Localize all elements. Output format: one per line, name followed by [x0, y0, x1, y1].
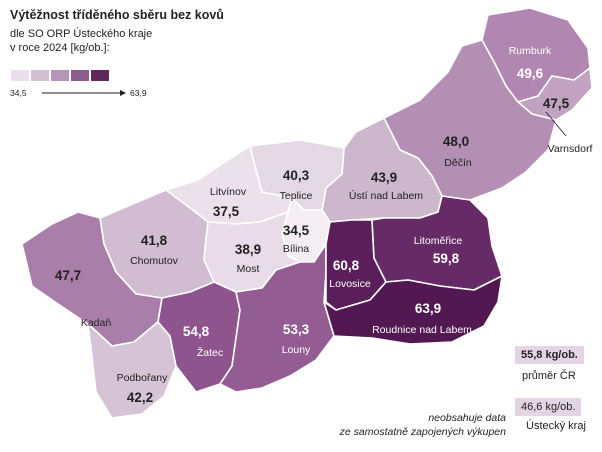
label-varnsdorf-name: Varnsdorf — [548, 143, 593, 155]
label-litvinov-value: 37,5 — [213, 204, 240, 219]
varnsdorf-leader-line — [545, 111, 567, 137]
color-scale — [10, 69, 110, 82]
scale-max-label: 63,9 — [130, 88, 147, 98]
label-roudnice-value: 63,9 — [415, 301, 441, 316]
data-note: neobsahuje data ze samostatně zapojených… — [330, 411, 506, 439]
label-most-name: Most — [237, 263, 260, 275]
subtitle-line-2: v roce 2024 [kg/ob.]: — [10, 42, 110, 54]
label-chomutov-name: Chomutov — [130, 255, 179, 267]
scale-min-label: 34,5 — [10, 88, 27, 98]
region-louny[interactable] — [219, 243, 335, 393]
note-line-2: ze samostatně zapojených výkupen — [339, 426, 506, 438]
scale-step-4 — [70, 69, 90, 82]
label-louny-name: Louny — [282, 344, 311, 356]
label-decin-value: 48,0 — [443, 134, 469, 149]
label-zatec-value: 54,8 — [183, 324, 210, 339]
kraj-average-value: 46,6 kg/ob. — [515, 398, 582, 416]
note-line-1: neobsahuje data — [428, 412, 506, 424]
label-kadan-name: Kadaň — [81, 317, 112, 329]
label-podborany-name: Podbořany — [117, 372, 169, 384]
label-litomerice-value: 59,8 — [433, 251, 460, 266]
map-title: Výtěžnost tříděného sběru bez kovů — [10, 8, 224, 22]
label-chomutov-value: 41,8 — [141, 233, 168, 248]
scale-step-3 — [50, 69, 70, 82]
region-roudnice[interactable] — [323, 275, 503, 345]
label-litomerice-name: Litoměřice — [414, 235, 463, 247]
scale-arrow-icon — [42, 90, 126, 96]
region-podborany[interactable] — [87, 321, 177, 419]
label-teplice-value: 40,3 — [283, 168, 310, 183]
label-rumburk-name: Rumburk — [509, 45, 552, 57]
label-kadan-value: 47,7 — [55, 268, 81, 283]
label-louny-value: 53,3 — [283, 322, 310, 337]
label-teplice-name: Teplice — [280, 190, 313, 202]
subtitle-line-1: dle SO ORP Ústeckého kraje — [10, 28, 153, 40]
label-roudnice-name: Roudnice nad Labem — [372, 324, 472, 336]
scale-step-1 — [10, 69, 30, 82]
label-bilina-name: Bílina — [283, 243, 309, 255]
label-zatec-name: Žatec — [197, 346, 223, 359]
label-varnsdorf-value: 47,5 — [543, 96, 570, 111]
label-lovosice-value: 60,8 — [333, 258, 360, 273]
scale-step-2 — [30, 69, 50, 82]
label-most-value: 38,9 — [235, 242, 261, 257]
map-subtitle: dle SO ORP Ústeckého kraje v roce 2024 [… — [10, 27, 190, 55]
label-usti-value: 43,9 — [371, 170, 397, 185]
cr-average-value: 55,8 kg/ob. — [515, 346, 584, 364]
label-rumburk-value: 49,6 — [517, 66, 544, 81]
scale-step-5 — [90, 69, 110, 82]
label-usti-name: Ústí nad Labem — [349, 189, 423, 202]
kraj-average-label: Ústecký kraj — [526, 420, 586, 432]
cr-average-label: průměr ČR — [522, 370, 576, 382]
label-bilina-value: 34,5 — [283, 223, 310, 238]
label-litvinov-name: Litvínov — [210, 186, 247, 198]
label-podborany-value: 42,2 — [127, 390, 153, 405]
label-decin-name: Děčín — [444, 157, 472, 169]
label-lovosice-name: Lovosice — [329, 278, 371, 290]
